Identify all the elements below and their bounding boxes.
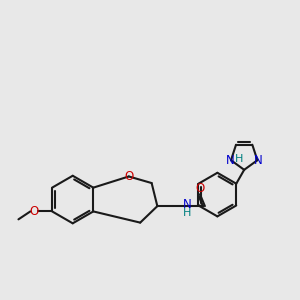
Text: N: N xyxy=(183,198,191,211)
Text: N: N xyxy=(226,154,234,167)
Text: O: O xyxy=(124,170,134,183)
Text: H: H xyxy=(183,208,191,218)
Text: O: O xyxy=(195,182,205,195)
Text: H: H xyxy=(235,154,243,164)
Text: N: N xyxy=(254,154,263,167)
Text: O: O xyxy=(30,205,39,218)
